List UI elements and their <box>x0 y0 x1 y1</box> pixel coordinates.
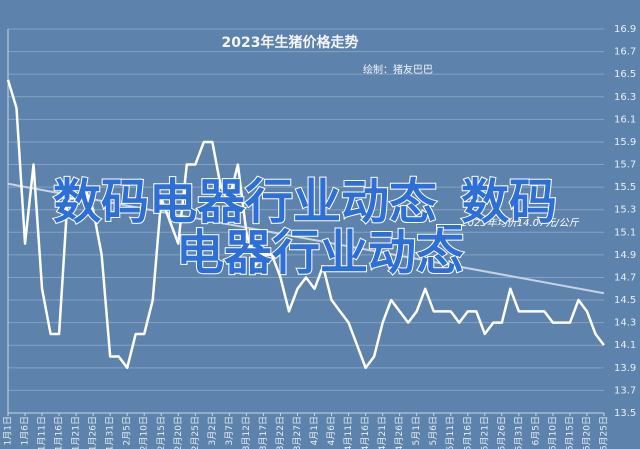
x-tick-label: 4月11日 <box>343 416 354 449</box>
y-tick-label: 16.1 <box>614 114 636 125</box>
x-tick-label: 4月16日 <box>360 416 371 449</box>
x-tick-label: 5月1日 <box>411 416 422 445</box>
y-tick-label: 15.7 <box>614 160 636 171</box>
annotation: 2023年均价14.07元/公斤 <box>461 217 579 229</box>
y-tick-label: 14.3 <box>614 318 636 329</box>
x-tick-label: 1月6日 <box>20 416 31 445</box>
x-tick-label: 1月16日 <box>54 416 65 449</box>
y-tick-label: 16.3 <box>614 92 636 103</box>
plot: 13.5 13.7 13.9 14.1 14.3 14.5 14.7 14.9 15.1 15.3… <box>3 24 637 449</box>
y-tick-label: 16.9 <box>614 24 636 35</box>
y-tick-label: 13.7 <box>614 385 636 396</box>
y-tick-label: 13.5 <box>614 408 636 419</box>
x-tick-label: 3月27日 <box>292 416 303 449</box>
chart-title: 2023年生猪价格走势 <box>222 34 359 51</box>
x-tick-label: 6月15日 <box>564 416 575 449</box>
x-tick-label: 2月20日 <box>173 416 184 449</box>
x-tick-label: 6月10日 <box>547 416 558 449</box>
x-tick-label: 4月1日 <box>309 416 320 445</box>
x-tick-label: 6月25日 <box>599 416 610 449</box>
chart-subtitle: 绘制：猪友巴巴 <box>363 63 433 76</box>
y-tick-label: 15.5 <box>614 182 636 193</box>
x-tick-label: 2月25日 <box>190 416 201 449</box>
y-tick-label: 15.3 <box>614 205 636 216</box>
x-tick-label: 5月21日 <box>479 416 490 449</box>
y-tick-label: 16.7 <box>614 47 636 58</box>
x-tick-label: 5月26日 <box>496 416 507 449</box>
x-tick-label: 1月11日 <box>37 416 48 449</box>
x-tick-label: 5月6日 <box>428 416 439 445</box>
x-tick-label: 5月31日 <box>513 416 524 449</box>
x-tick-label: 2月15日 <box>156 416 167 449</box>
y-tick-label: 15.1 <box>614 227 636 238</box>
x-tick-label: 3月12日 <box>241 416 252 449</box>
x-tick-label: 6月20日 <box>581 416 592 449</box>
price-line <box>6 79 605 370</box>
trendline <box>7 182 605 295</box>
x-tick-label: 1月1日 <box>3 416 14 445</box>
x-tick-label: 6月5日 <box>530 416 541 445</box>
watermark: 数码电器行业动态_数码 <box>53 174 557 230</box>
x-tick-label: 1月31日 <box>105 416 116 449</box>
x-tick-label: 3月2日 <box>207 416 218 445</box>
x-tick-label: 4月26日 <box>394 416 405 449</box>
x-tick-label: 4月6日 <box>326 416 337 445</box>
y-tick-label: 14.7 <box>614 272 636 283</box>
x-tick-label: 2月10日 <box>139 416 150 449</box>
x-tick-label: 4月21日 <box>377 416 388 449</box>
x-tick-label: 1月26日 <box>88 416 99 449</box>
y-tick-label: 14.9 <box>614 250 636 261</box>
x-tick-label: 3月17日 <box>258 416 269 449</box>
x-tick-label: 3月7日 <box>224 416 235 445</box>
x-tick-label: 5月16日 <box>462 416 473 449</box>
y-tick-label: 14.1 <box>614 340 636 351</box>
y-tick-label: 15.9 <box>614 137 636 148</box>
x-tick-label: 3月22日 <box>275 416 286 449</box>
watermark: 电器行业动态 <box>176 225 464 281</box>
x-tick-label: 5月11日 <box>445 416 456 449</box>
y-tick-label: 14.5 <box>614 295 636 306</box>
x-tick-label: 2月5日 <box>122 416 133 445</box>
x-tick-label: 1月21日 <box>71 416 82 449</box>
y-tick-label: 16.5 <box>614 69 636 80</box>
y-tick-label: 13.9 <box>614 363 636 374</box>
